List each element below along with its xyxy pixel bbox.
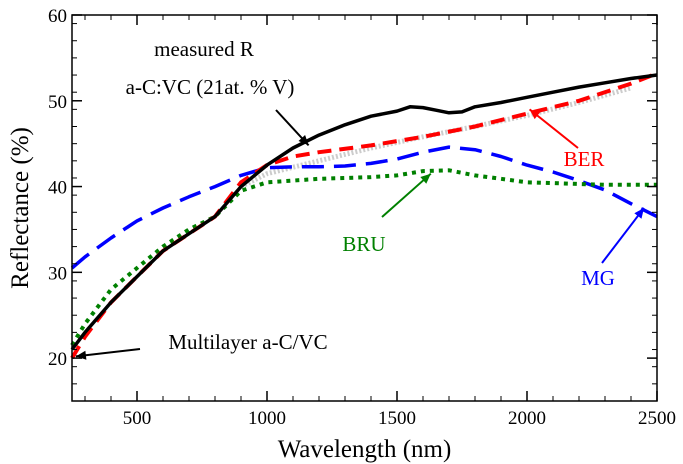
x-tick-label: 1500 [378,408,416,429]
annotation-arrow-shaft [601,207,645,264]
annotation-arrow-shaft [528,108,579,149]
series-line-bru [70,168,657,347]
y-tick-label: 30 [48,263,67,284]
x-tick-label: 2500 [638,408,676,429]
annotation-label-bru: BRU [342,232,385,256]
y-axis-title: Reflectance (%) [7,127,34,289]
x-axis-title: Wavelength (nm) [278,436,452,463]
annotation-label-measured: measured R [154,37,254,61]
x-tick-label: 500 [123,408,152,429]
x-tick-label: 2000 [508,408,546,429]
annotation-arrow-head [298,134,309,146]
annotation-arrow-head [420,173,431,184]
y-tick-label: 50 [48,92,67,113]
annotation-label-measured: a-C:VC (21at. % V) [126,75,295,99]
annotation-arrow-head [529,109,541,120]
annotation-arrow-head [634,208,644,219]
y-tick-label: 40 [48,178,67,199]
axes-layer: 500 1000 1500 2000 2500 20 30 40 50 60 [48,6,676,429]
annotation-layer: measured R a-C:VC (21at. % V) BER BRU MG Mult… [75,37,645,360]
annotation-label-mg: MG [581,266,615,290]
annotation-label-multilayer: Multilayer a-C/VC [168,330,327,354]
series-line-mg [70,145,658,270]
y-tick-label: 60 [48,6,67,27]
y-tick-label: 20 [48,349,67,370]
annotation-arrow-shaft [75,348,141,358]
series-line-measured-r [70,73,658,351]
annotation-arrow-head [75,350,87,360]
plot-frame [71,14,658,402]
annotation-arrow-shaft [381,172,432,218]
x-tick-label: 1000 [248,408,286,429]
annotation-label-ber: BER [564,147,605,171]
series-line-multilayer-a-c-vc [239,85,632,189]
